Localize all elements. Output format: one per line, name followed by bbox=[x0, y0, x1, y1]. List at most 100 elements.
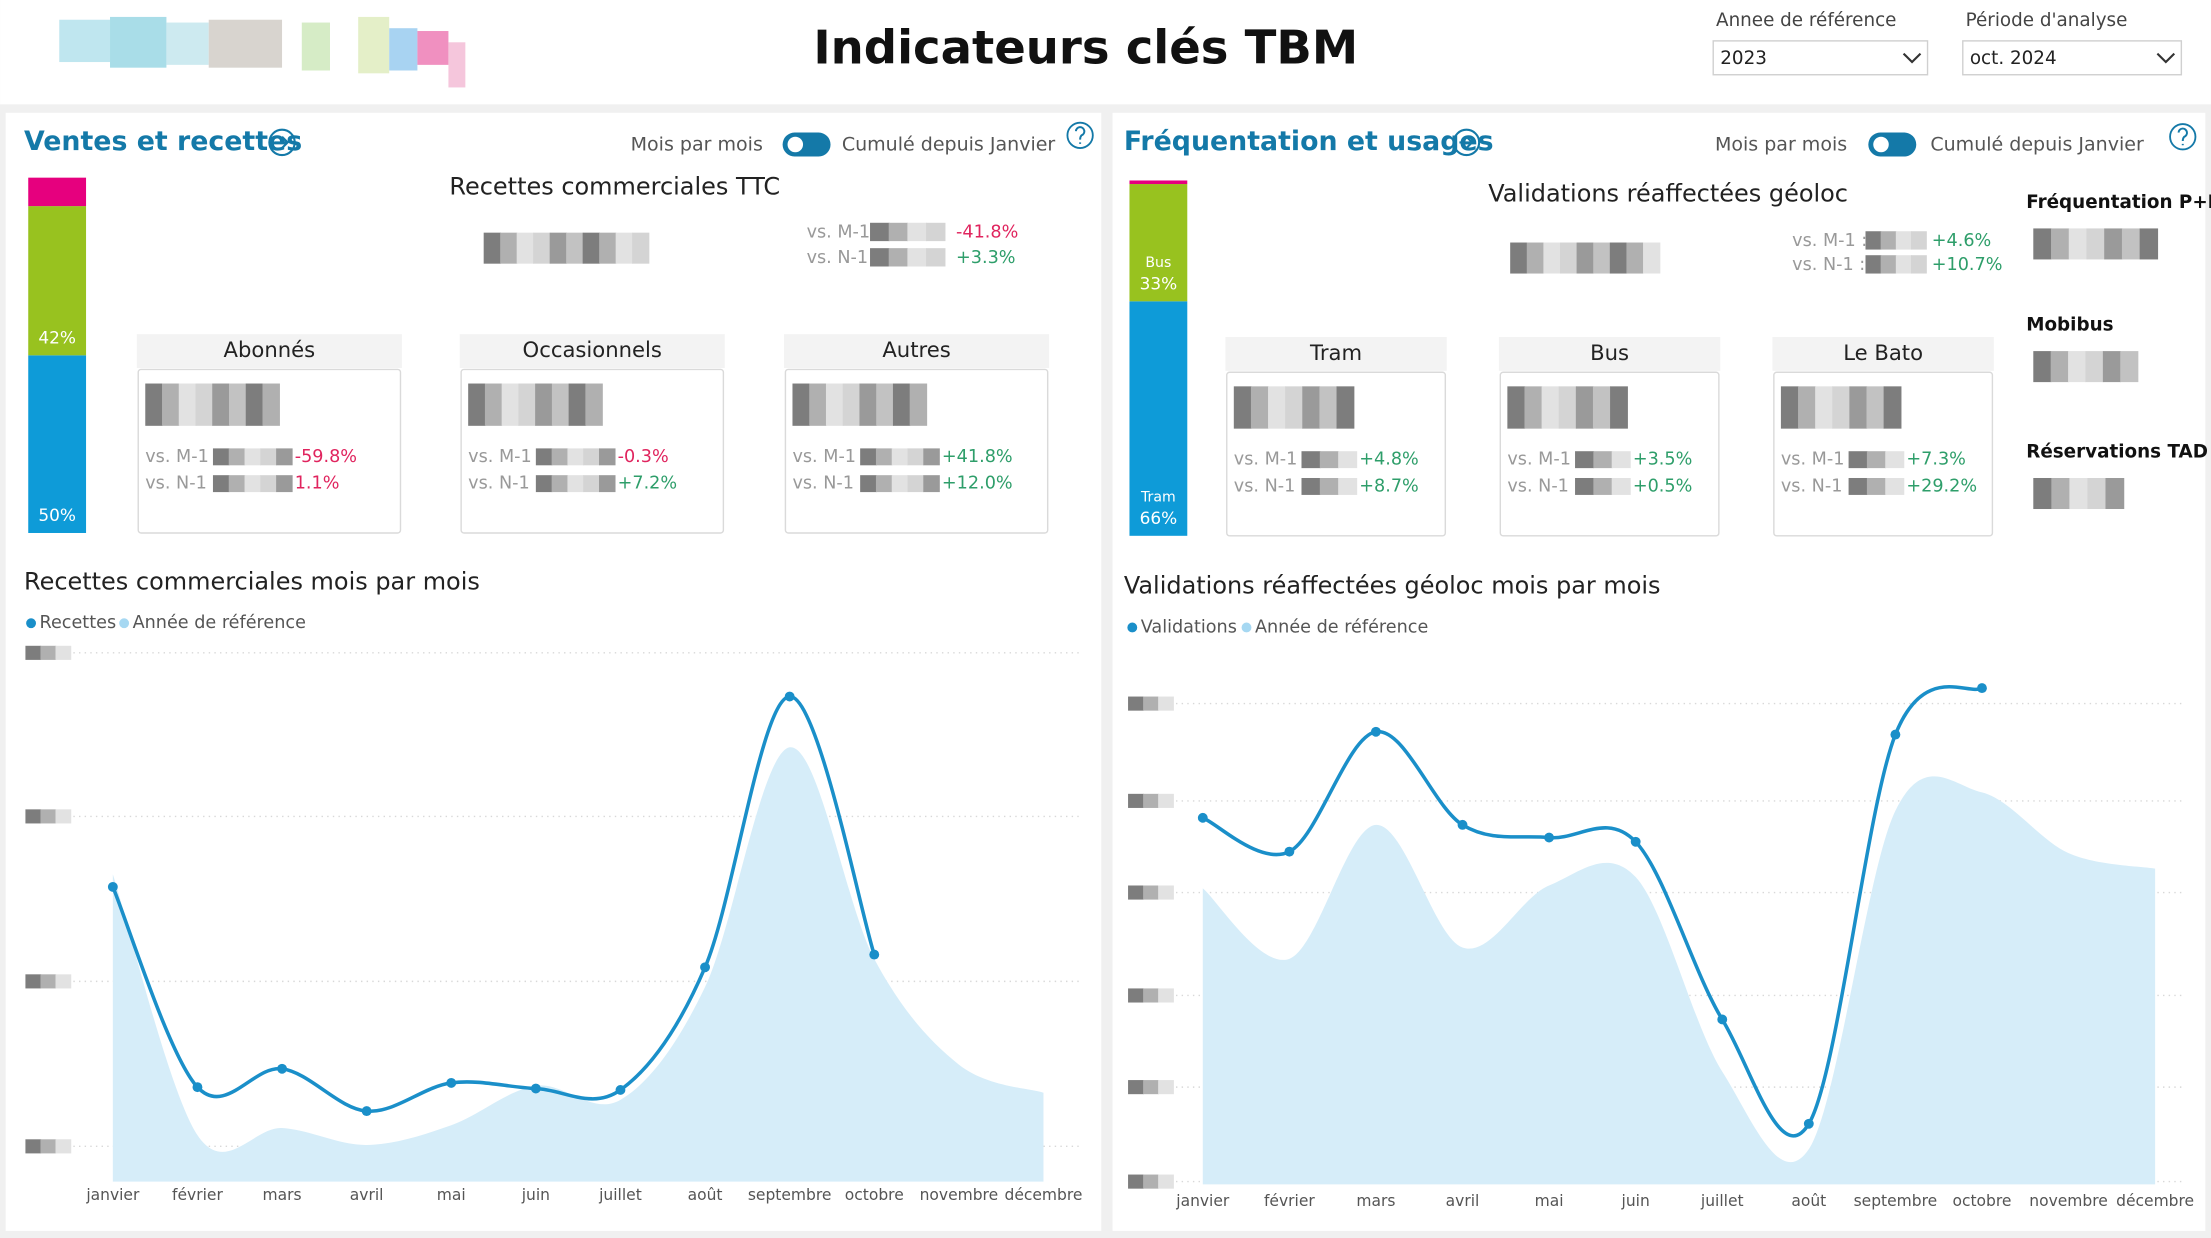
toggle[interactable] bbox=[1868, 132, 1917, 157]
redacted-block bbox=[1302, 386, 1321, 429]
redacted-value bbox=[1128, 885, 1174, 900]
redacted-block bbox=[2033, 228, 2052, 260]
toggle-label: Cumulé depuis Janvier bbox=[1930, 134, 2144, 156]
comparison-label: vs. M-1 : bbox=[1792, 231, 1867, 251]
x-tick-label: janvier bbox=[1175, 1192, 1230, 1210]
filter-label: Période d'analyse bbox=[1966, 10, 2128, 31]
comparison-label: vs. N-1 : bbox=[1234, 476, 1307, 496]
redacted-value bbox=[870, 248, 946, 267]
dropdown[interactable] bbox=[1712, 40, 1929, 76]
redacted-block bbox=[2051, 228, 2070, 260]
redacted-block bbox=[926, 222, 946, 242]
redacted-block bbox=[923, 475, 940, 493]
redacted-block bbox=[1128, 885, 1144, 900]
redacted-block bbox=[1593, 242, 1611, 274]
redacted-block bbox=[260, 475, 277, 493]
redacted-block bbox=[1866, 386, 1885, 429]
redacted-block bbox=[1128, 696, 1144, 711]
redacted-value bbox=[1575, 451, 1631, 469]
redacted-block bbox=[2069, 477, 2089, 510]
side-kpi-title: Mobibus bbox=[2026, 315, 2113, 336]
redacted-block bbox=[178, 383, 197, 426]
redacted-block bbox=[1865, 255, 1882, 274]
redacted-block bbox=[1866, 477, 1886, 495]
redacted-block bbox=[583, 448, 600, 466]
x-tick-label: juin bbox=[521, 1186, 550, 1204]
point bbox=[107, 881, 118, 892]
comparison-label: vs. N-1 bbox=[145, 474, 207, 494]
redacted-block bbox=[2105, 477, 2125, 510]
dropdown[interactable] bbox=[1962, 40, 2183, 76]
point bbox=[1977, 683, 1987, 694]
toggle-knob bbox=[1873, 136, 1889, 153]
redacted-block bbox=[1558, 386, 1577, 429]
redacted-value bbox=[468, 383, 603, 426]
legend-label: Validations bbox=[1141, 617, 1237, 637]
x-tick-label: février bbox=[172, 1186, 223, 1204]
redacted-block bbox=[1865, 231, 1882, 250]
redacted-block bbox=[1626, 242, 1644, 274]
redacted-block bbox=[1158, 696, 1174, 711]
help-icon[interactable] bbox=[1066, 121, 1094, 149]
redacted-block bbox=[1910, 255, 1927, 274]
redacted-block bbox=[1592, 386, 1611, 429]
help-icon[interactable] bbox=[2169, 123, 2197, 151]
redacted-block bbox=[809, 383, 827, 426]
redacted-block bbox=[1543, 242, 1561, 274]
redacted-block bbox=[1611, 451, 1631, 469]
comparison-label: vs. M-1 : bbox=[1234, 450, 1309, 470]
redacted-block bbox=[1848, 477, 1868, 495]
card-header bbox=[1498, 336, 1721, 371]
comparison-label: vs. M-1 bbox=[807, 223, 871, 243]
card-title: Tram bbox=[1309, 340, 1362, 365]
card-header bbox=[1772, 336, 1994, 371]
comparison-label: vs. M-1 bbox=[145, 447, 209, 467]
toggle[interactable] bbox=[782, 132, 831, 157]
redacted-block bbox=[468, 383, 486, 426]
redacted-value bbox=[535, 448, 616, 466]
redacted-block bbox=[1319, 451, 1339, 469]
kpi-title: Recettes commerciales TTC bbox=[449, 173, 780, 201]
legend-dot bbox=[1241, 622, 1252, 633]
x-tick-label: septembre bbox=[1854, 1192, 1938, 1210]
stack-segment bbox=[28, 177, 87, 207]
redacted-block bbox=[859, 383, 877, 426]
redacted-block bbox=[2139, 228, 2159, 260]
redacted-block bbox=[1128, 1174, 1144, 1189]
redacted-value bbox=[1848, 477, 1905, 495]
redacted-block bbox=[1158, 885, 1174, 900]
navigate-icon[interactable] bbox=[1452, 128, 1481, 157]
help-circle bbox=[2169, 123, 2197, 151]
redacted-value bbox=[212, 448, 293, 466]
stack-segment bbox=[28, 355, 87, 533]
x-tick-label: août bbox=[1791, 1192, 1826, 1210]
point bbox=[869, 949, 880, 960]
segment-label: 50% bbox=[38, 505, 76, 525]
redacted-block bbox=[1880, 255, 1897, 274]
redacted-value bbox=[2033, 228, 2159, 260]
x-tick-label: mars bbox=[1356, 1192, 1395, 1210]
redacted-block bbox=[582, 232, 600, 264]
redacted-block bbox=[567, 475, 584, 493]
segment-label: 66% bbox=[1140, 508, 1178, 528]
dropdown-box[interactable] bbox=[1712, 40, 1929, 76]
navigate-icon[interactable] bbox=[268, 128, 296, 157]
card-title: Autres bbox=[882, 337, 950, 362]
redacted-block bbox=[907, 475, 925, 493]
redacted-value bbox=[860, 448, 940, 466]
redacted-block bbox=[585, 383, 603, 426]
panel-title: Ventes et recettes bbox=[24, 126, 302, 157]
redacted-value bbox=[535, 475, 616, 493]
redacted-block bbox=[870, 222, 890, 242]
logo bbox=[59, 16, 466, 88]
redacted-block bbox=[1848, 451, 1868, 469]
redacted-block bbox=[875, 475, 893, 493]
point bbox=[1630, 836, 1641, 847]
dropdown-box[interactable] bbox=[1962, 40, 2183, 76]
redacted-block bbox=[1559, 242, 1578, 274]
redacted-value bbox=[1507, 386, 1628, 429]
redacted-block bbox=[2086, 228, 2105, 260]
redacted-value bbox=[1128, 1080, 1174, 1095]
comparison-label: vs. N-1 : bbox=[792, 474, 865, 494]
help-mark bbox=[2177, 127, 2188, 146]
